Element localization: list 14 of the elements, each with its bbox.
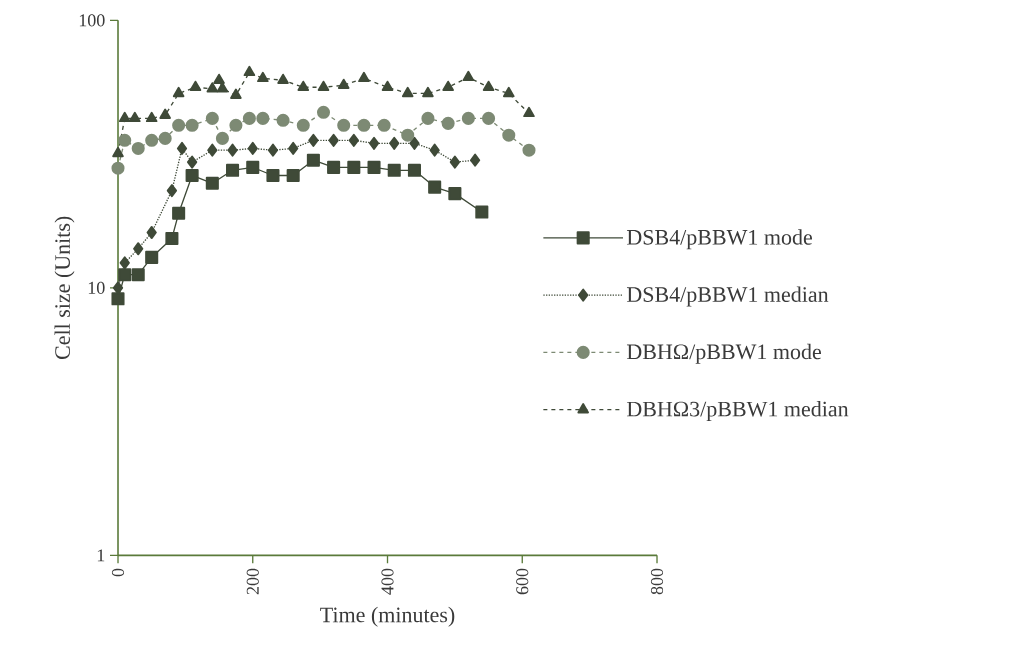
legend-label: DBHΩ/pBBW1 mode (626, 343, 821, 364)
y-tick-label: 100 (79, 14, 105, 27)
legend-label: DBHΩ3/pBBW1 median (626, 401, 849, 421)
legend-label: DSB4/pBBW1 median (626, 286, 829, 307)
x-axis-title: Time (minutes) (320, 606, 455, 627)
x-tick-label: 200 (246, 568, 259, 595)
x-tick-label: 0 (111, 568, 125, 577)
x-tick-label: 600 (516, 568, 529, 595)
y-tick-label: 10 (88, 281, 105, 294)
y-axis-title: Cell size (Units) (54, 216, 75, 360)
legend-label: DSB4/pBBW1 mode (626, 229, 812, 250)
x-tick-label: 800 (650, 568, 664, 595)
x-tick-label: 400 (381, 568, 394, 595)
y-tick-label: 1 (97, 549, 105, 562)
